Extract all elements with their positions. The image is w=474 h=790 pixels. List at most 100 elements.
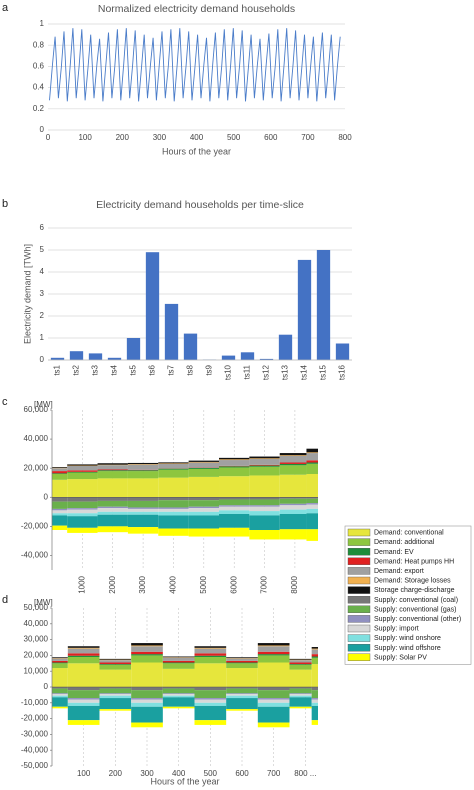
stack-segment	[127, 464, 159, 470]
stack-segment	[311, 687, 318, 691]
stack-segment	[306, 460, 318, 463]
stack-segment	[289, 693, 312, 695]
stack-segment	[67, 663, 100, 687]
stack-segment	[306, 497, 318, 499]
panel-label: c	[2, 396, 8, 408]
stack-segment	[257, 651, 290, 655]
bar	[316, 250, 331, 360]
stack-segment	[188, 500, 220, 507]
stack-segment	[188, 460, 220, 462]
stack-segment	[194, 705, 227, 721]
stack-segment	[279, 453, 307, 456]
y-unit: [MW]	[34, 598, 53, 607]
stack-segment	[131, 702, 163, 707]
stack-segment	[257, 690, 290, 699]
bar	[69, 351, 84, 360]
stack-segment	[311, 649, 318, 655]
legend-swatch	[347, 576, 371, 585]
stack-segment	[188, 511, 220, 516]
y-unit: [MW]	[34, 400, 53, 409]
stack-segment	[131, 646, 163, 652]
stack-segment	[257, 698, 290, 700]
stack-segment	[194, 648, 227, 654]
stack-segment	[52, 501, 68, 509]
stack-segment	[99, 695, 132, 699]
x-tick-label: ts2	[72, 364, 81, 375]
stack-segment	[279, 462, 307, 464]
x-tick-label: ts3	[91, 364, 100, 375]
x-tick-label: ts14	[300, 364, 309, 380]
stack-segment	[257, 722, 290, 728]
stack-segment	[67, 471, 98, 473]
stack-segment	[131, 722, 163, 728]
y-tick-label: 30,000	[24, 635, 49, 644]
stack-segment	[219, 527, 250, 537]
stack-segment	[67, 513, 98, 517]
y-tick-label: 10,000	[24, 666, 49, 675]
stack-segment	[188, 506, 220, 509]
stack-segment	[257, 645, 290, 647]
stack-segment	[52, 694, 68, 696]
stack-segment	[289, 658, 312, 660]
stack-segment	[279, 505, 307, 510]
stack-segment	[194, 646, 227, 648]
stack-segment	[127, 464, 159, 465]
stack-segment	[188, 468, 220, 477]
y-tick-label: 5	[40, 245, 45, 254]
stack-segment	[249, 515, 280, 530]
stack-segment	[131, 690, 163, 699]
stack-segment	[194, 647, 227, 649]
stack-segment	[226, 657, 258, 659]
demand-line	[49, 28, 341, 102]
stack-segment	[162, 695, 195, 698]
legend-swatch	[347, 528, 371, 537]
stack-segment	[289, 669, 312, 687]
legend-swatch	[347, 548, 371, 556]
stack-segment	[158, 497, 189, 501]
legend-label: Supply: wind offshore	[374, 645, 441, 652]
stack-segment	[158, 468, 189, 470]
stack-segment	[194, 699, 227, 703]
stack-segment	[67, 653, 100, 656]
x-tick-label: 400	[172, 769, 186, 778]
x-tick-label: ts4	[110, 364, 119, 375]
stack-segment	[97, 497, 128, 501]
x-tick-label: ts8	[186, 364, 195, 375]
legend-swatch	[347, 644, 371, 652]
stack-segment	[52, 471, 68, 474]
y-tick-label: 0	[44, 682, 49, 691]
stack-segment	[194, 720, 227, 725]
stack-segment	[311, 698, 318, 700]
stack-segment	[97, 526, 128, 533]
legend-box	[344, 525, 472, 665]
stack-segment	[257, 702, 290, 707]
y-tick-label: 40,000	[24, 619, 49, 628]
stack-segment	[131, 643, 163, 646]
stack-segment	[226, 688, 258, 694]
stack-segment	[188, 528, 220, 537]
stack-segment	[127, 500, 159, 508]
stack-segment	[99, 660, 132, 663]
legend-label: Demand: conventional	[374, 530, 444, 537]
y-tick-label: 0	[44, 492, 49, 501]
stack-segment	[219, 499, 250, 506]
legend-label: Demand: EV	[374, 549, 414, 556]
stack-segment	[97, 514, 128, 527]
bar	[107, 357, 122, 360]
y-tick-label: 1	[40, 19, 45, 28]
stack-segment	[279, 498, 307, 504]
stack-segment	[67, 516, 98, 528]
x-tick-label: 800 ...	[294, 769, 316, 778]
stack-segment	[99, 693, 132, 695]
stack-segment	[306, 474, 318, 498]
legend-label: Demand: Storage losses	[374, 578, 451, 585]
stack-segment	[226, 663, 258, 669]
panel-label: d	[2, 594, 8, 606]
stack-segment	[67, 702, 100, 706]
legend-swatch	[347, 615, 371, 623]
y-tick-label: -20,000	[21, 714, 49, 723]
stack-segment	[97, 506, 128, 509]
stack-segment	[249, 530, 280, 540]
legend-swatch	[347, 605, 371, 613]
stack-segment	[52, 660, 68, 663]
